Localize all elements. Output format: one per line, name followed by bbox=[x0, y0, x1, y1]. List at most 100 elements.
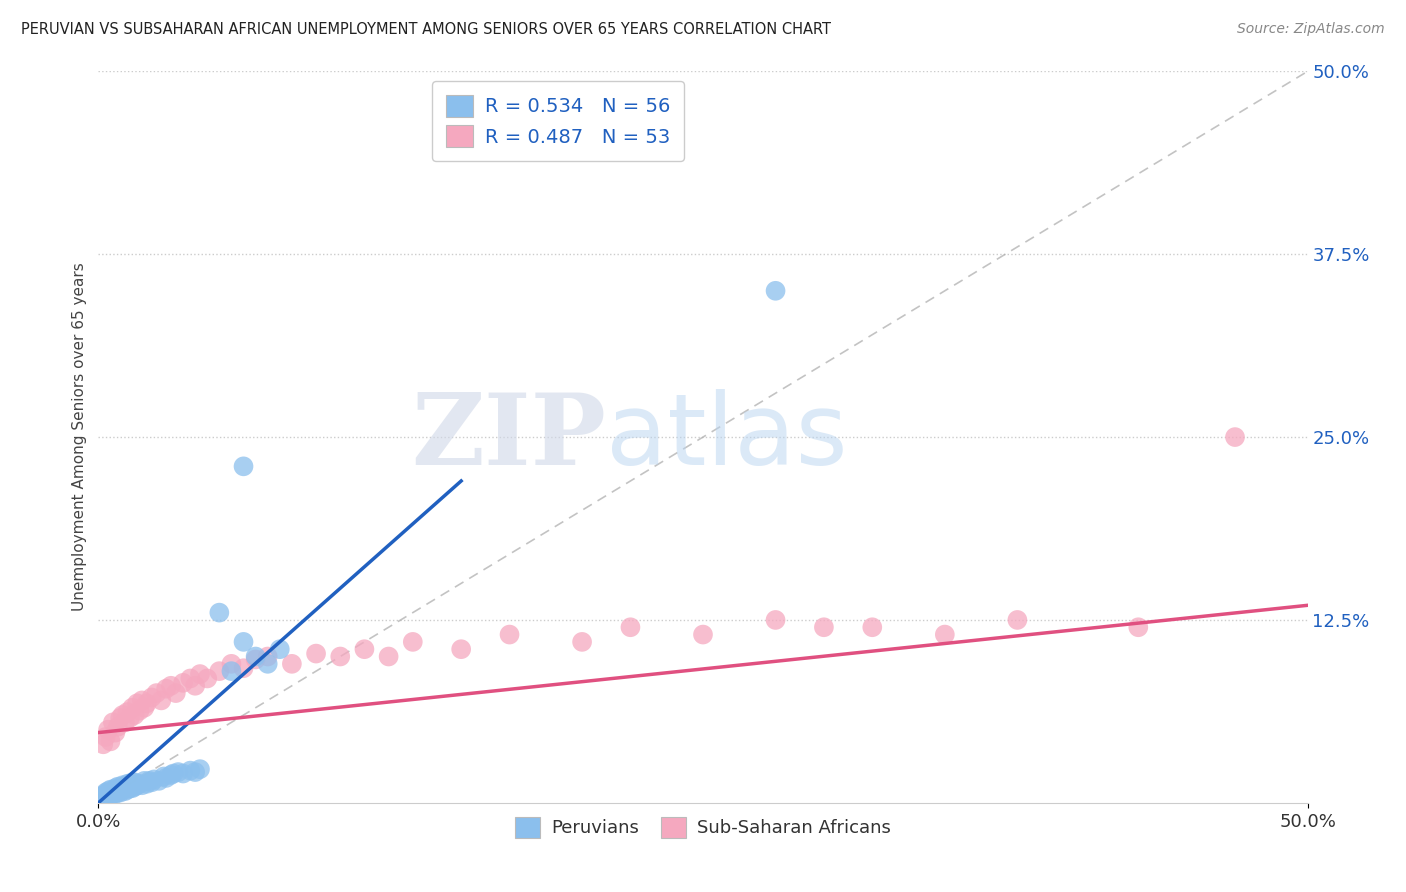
Point bbox=[111, 782, 134, 797]
Point bbox=[1007, 613, 1029, 627]
Point bbox=[377, 649, 399, 664]
Point bbox=[245, 649, 267, 664]
Point bbox=[165, 686, 187, 700]
Point bbox=[256, 657, 278, 671]
Point bbox=[138, 773, 160, 788]
Point bbox=[450, 642, 472, 657]
Point bbox=[124, 780, 146, 794]
Point bbox=[135, 777, 157, 791]
Point bbox=[162, 766, 184, 780]
Point bbox=[124, 775, 146, 789]
Point bbox=[402, 635, 425, 649]
Point bbox=[269, 642, 291, 657]
Text: PERUVIAN VS SUBSAHARAN AFRICAN UNEMPLOYMENT AMONG SENIORS OVER 65 YEARS CORRELAT: PERUVIAN VS SUBSAHARAN AFRICAN UNEMPLOYM… bbox=[21, 22, 831, 37]
Point bbox=[179, 672, 201, 686]
Point bbox=[114, 780, 136, 794]
Point bbox=[101, 787, 124, 801]
Point bbox=[104, 725, 127, 739]
Point bbox=[860, 620, 883, 634]
Point bbox=[118, 711, 141, 725]
Point bbox=[91, 737, 114, 751]
Point bbox=[91, 789, 114, 803]
Point bbox=[107, 786, 129, 800]
Point bbox=[127, 696, 149, 710]
Point bbox=[143, 772, 166, 787]
Point bbox=[208, 664, 231, 678]
Point bbox=[114, 715, 136, 730]
Point bbox=[117, 705, 139, 719]
Point bbox=[128, 777, 150, 791]
Point bbox=[765, 613, 787, 627]
Point bbox=[118, 781, 141, 796]
Point bbox=[232, 459, 254, 474]
Point bbox=[232, 635, 254, 649]
Point bbox=[104, 787, 127, 801]
Point bbox=[107, 782, 129, 797]
Point bbox=[619, 620, 641, 634]
Point bbox=[152, 769, 174, 783]
Point bbox=[104, 781, 127, 796]
Point bbox=[353, 642, 375, 657]
Point bbox=[97, 787, 120, 801]
Point bbox=[134, 773, 156, 788]
Point bbox=[127, 778, 149, 792]
Point bbox=[100, 786, 122, 800]
Point bbox=[128, 704, 150, 718]
Point bbox=[184, 679, 207, 693]
Point bbox=[329, 649, 352, 664]
Point bbox=[111, 708, 134, 723]
Point bbox=[141, 690, 163, 705]
Point bbox=[135, 696, 157, 710]
Point bbox=[195, 672, 218, 686]
Point bbox=[145, 686, 167, 700]
Point bbox=[305, 647, 328, 661]
Point bbox=[131, 778, 153, 792]
Point bbox=[281, 657, 304, 671]
Point bbox=[118, 777, 141, 791]
Point bbox=[108, 781, 131, 796]
Point bbox=[813, 620, 835, 634]
Point bbox=[94, 730, 117, 744]
Point bbox=[131, 693, 153, 707]
Point bbox=[107, 780, 129, 794]
Point bbox=[121, 775, 143, 789]
Point bbox=[765, 284, 787, 298]
Point bbox=[179, 764, 201, 778]
Point bbox=[232, 661, 254, 675]
Point bbox=[1223, 430, 1246, 444]
Point bbox=[571, 635, 593, 649]
Point bbox=[208, 606, 231, 620]
Point bbox=[101, 784, 124, 798]
Point bbox=[221, 664, 243, 678]
Point bbox=[934, 627, 956, 641]
Point bbox=[221, 657, 243, 671]
Point bbox=[150, 693, 173, 707]
Point bbox=[121, 700, 143, 714]
Point bbox=[256, 649, 278, 664]
Point bbox=[160, 768, 183, 782]
Point bbox=[498, 627, 520, 641]
Legend: Peruvians, Sub-Saharan Africans: Peruvians, Sub-Saharan Africans bbox=[508, 810, 898, 845]
Point bbox=[104, 784, 127, 798]
Point bbox=[121, 781, 143, 796]
Text: Source: ZipAtlas.com: Source: ZipAtlas.com bbox=[1237, 22, 1385, 37]
Point bbox=[107, 720, 129, 734]
Point bbox=[188, 667, 211, 681]
Point bbox=[101, 715, 124, 730]
Point bbox=[172, 676, 194, 690]
Point bbox=[100, 789, 122, 803]
Point bbox=[124, 708, 146, 723]
Point bbox=[148, 773, 170, 788]
Point bbox=[114, 784, 136, 798]
Text: ZIP: ZIP bbox=[412, 389, 606, 485]
Point bbox=[97, 784, 120, 798]
Point bbox=[134, 700, 156, 714]
Y-axis label: Unemployment Among Seniors over 65 years: Unemployment Among Seniors over 65 years bbox=[72, 263, 87, 611]
Point bbox=[160, 679, 183, 693]
Point bbox=[100, 782, 122, 797]
Point bbox=[188, 762, 211, 776]
Point bbox=[155, 771, 177, 785]
Point bbox=[117, 782, 139, 797]
Point bbox=[1128, 620, 1150, 634]
Point bbox=[117, 777, 139, 791]
